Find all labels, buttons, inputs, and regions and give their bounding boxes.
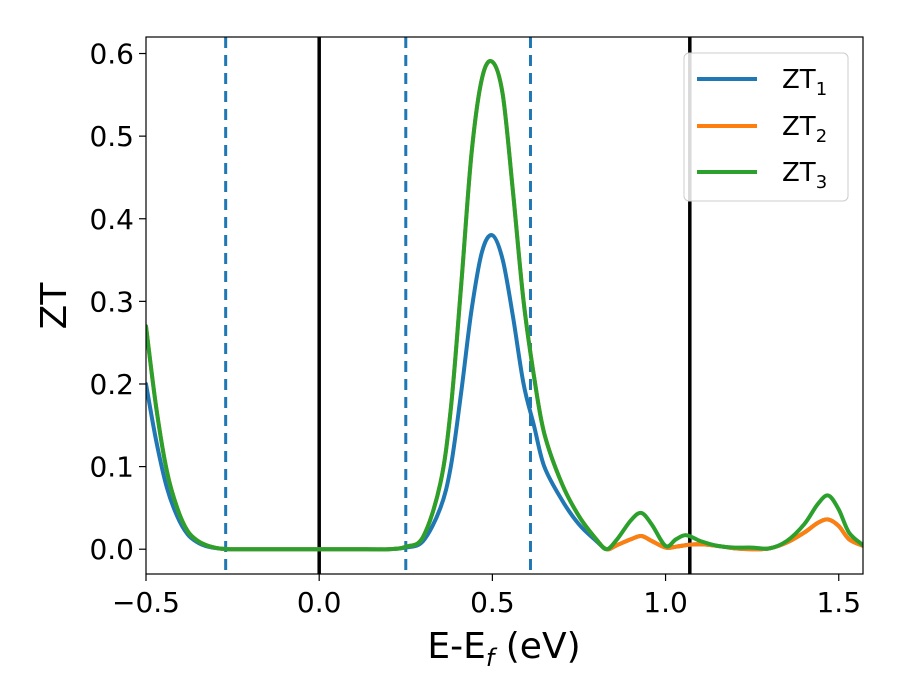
y-tick-label: 0.4 <box>89 203 134 236</box>
y-tick-label: 0.2 <box>89 368 134 401</box>
y-tick-label: 0.3 <box>89 285 134 318</box>
series-lines <box>146 59 863 552</box>
series-line-zt3 <box>146 59 863 552</box>
y-tick-label: 0.6 <box>89 38 134 71</box>
x-axis-ticks: −0.5 0.0 0.5 1.0 1.5 <box>112 574 861 619</box>
y-axis-ticks: 0.0 0.1 0.2 0.3 0.4 0.5 0.6 <box>89 38 146 566</box>
x-tick-label: 1.5 <box>816 586 861 619</box>
x-tick-label: 0.0 <box>297 586 342 619</box>
x-tick-label: 0.5 <box>470 586 515 619</box>
x-tick-label: 1.0 <box>643 586 688 619</box>
y-tick-label: 0.1 <box>89 451 134 484</box>
y-axis-label: ZT <box>34 282 75 330</box>
legend-label-zt1: ZT1 <box>782 65 827 100</box>
y-tick-label: 0.0 <box>89 533 134 566</box>
legend-label-zt3: ZT3 <box>782 158 827 193</box>
x-tick-label: −0.5 <box>112 586 180 619</box>
legend-entry-zt1: ZT1 <box>697 65 827 100</box>
x-axis-label: E-Ef (eV) <box>427 626 580 672</box>
legend-entry-zt2: ZT2 <box>697 112 827 147</box>
plot-frame <box>145 36 864 575</box>
series-line-zt1 <box>146 233 863 552</box>
legend-entry-zt3: ZT3 <box>697 158 827 193</box>
legend-box <box>683 52 849 202</box>
legend: ZT1 ZT2 ZT3 <box>683 52 849 202</box>
y-tick-label: 0.5 <box>89 120 134 153</box>
legend-label-zt2: ZT2 <box>782 112 827 147</box>
